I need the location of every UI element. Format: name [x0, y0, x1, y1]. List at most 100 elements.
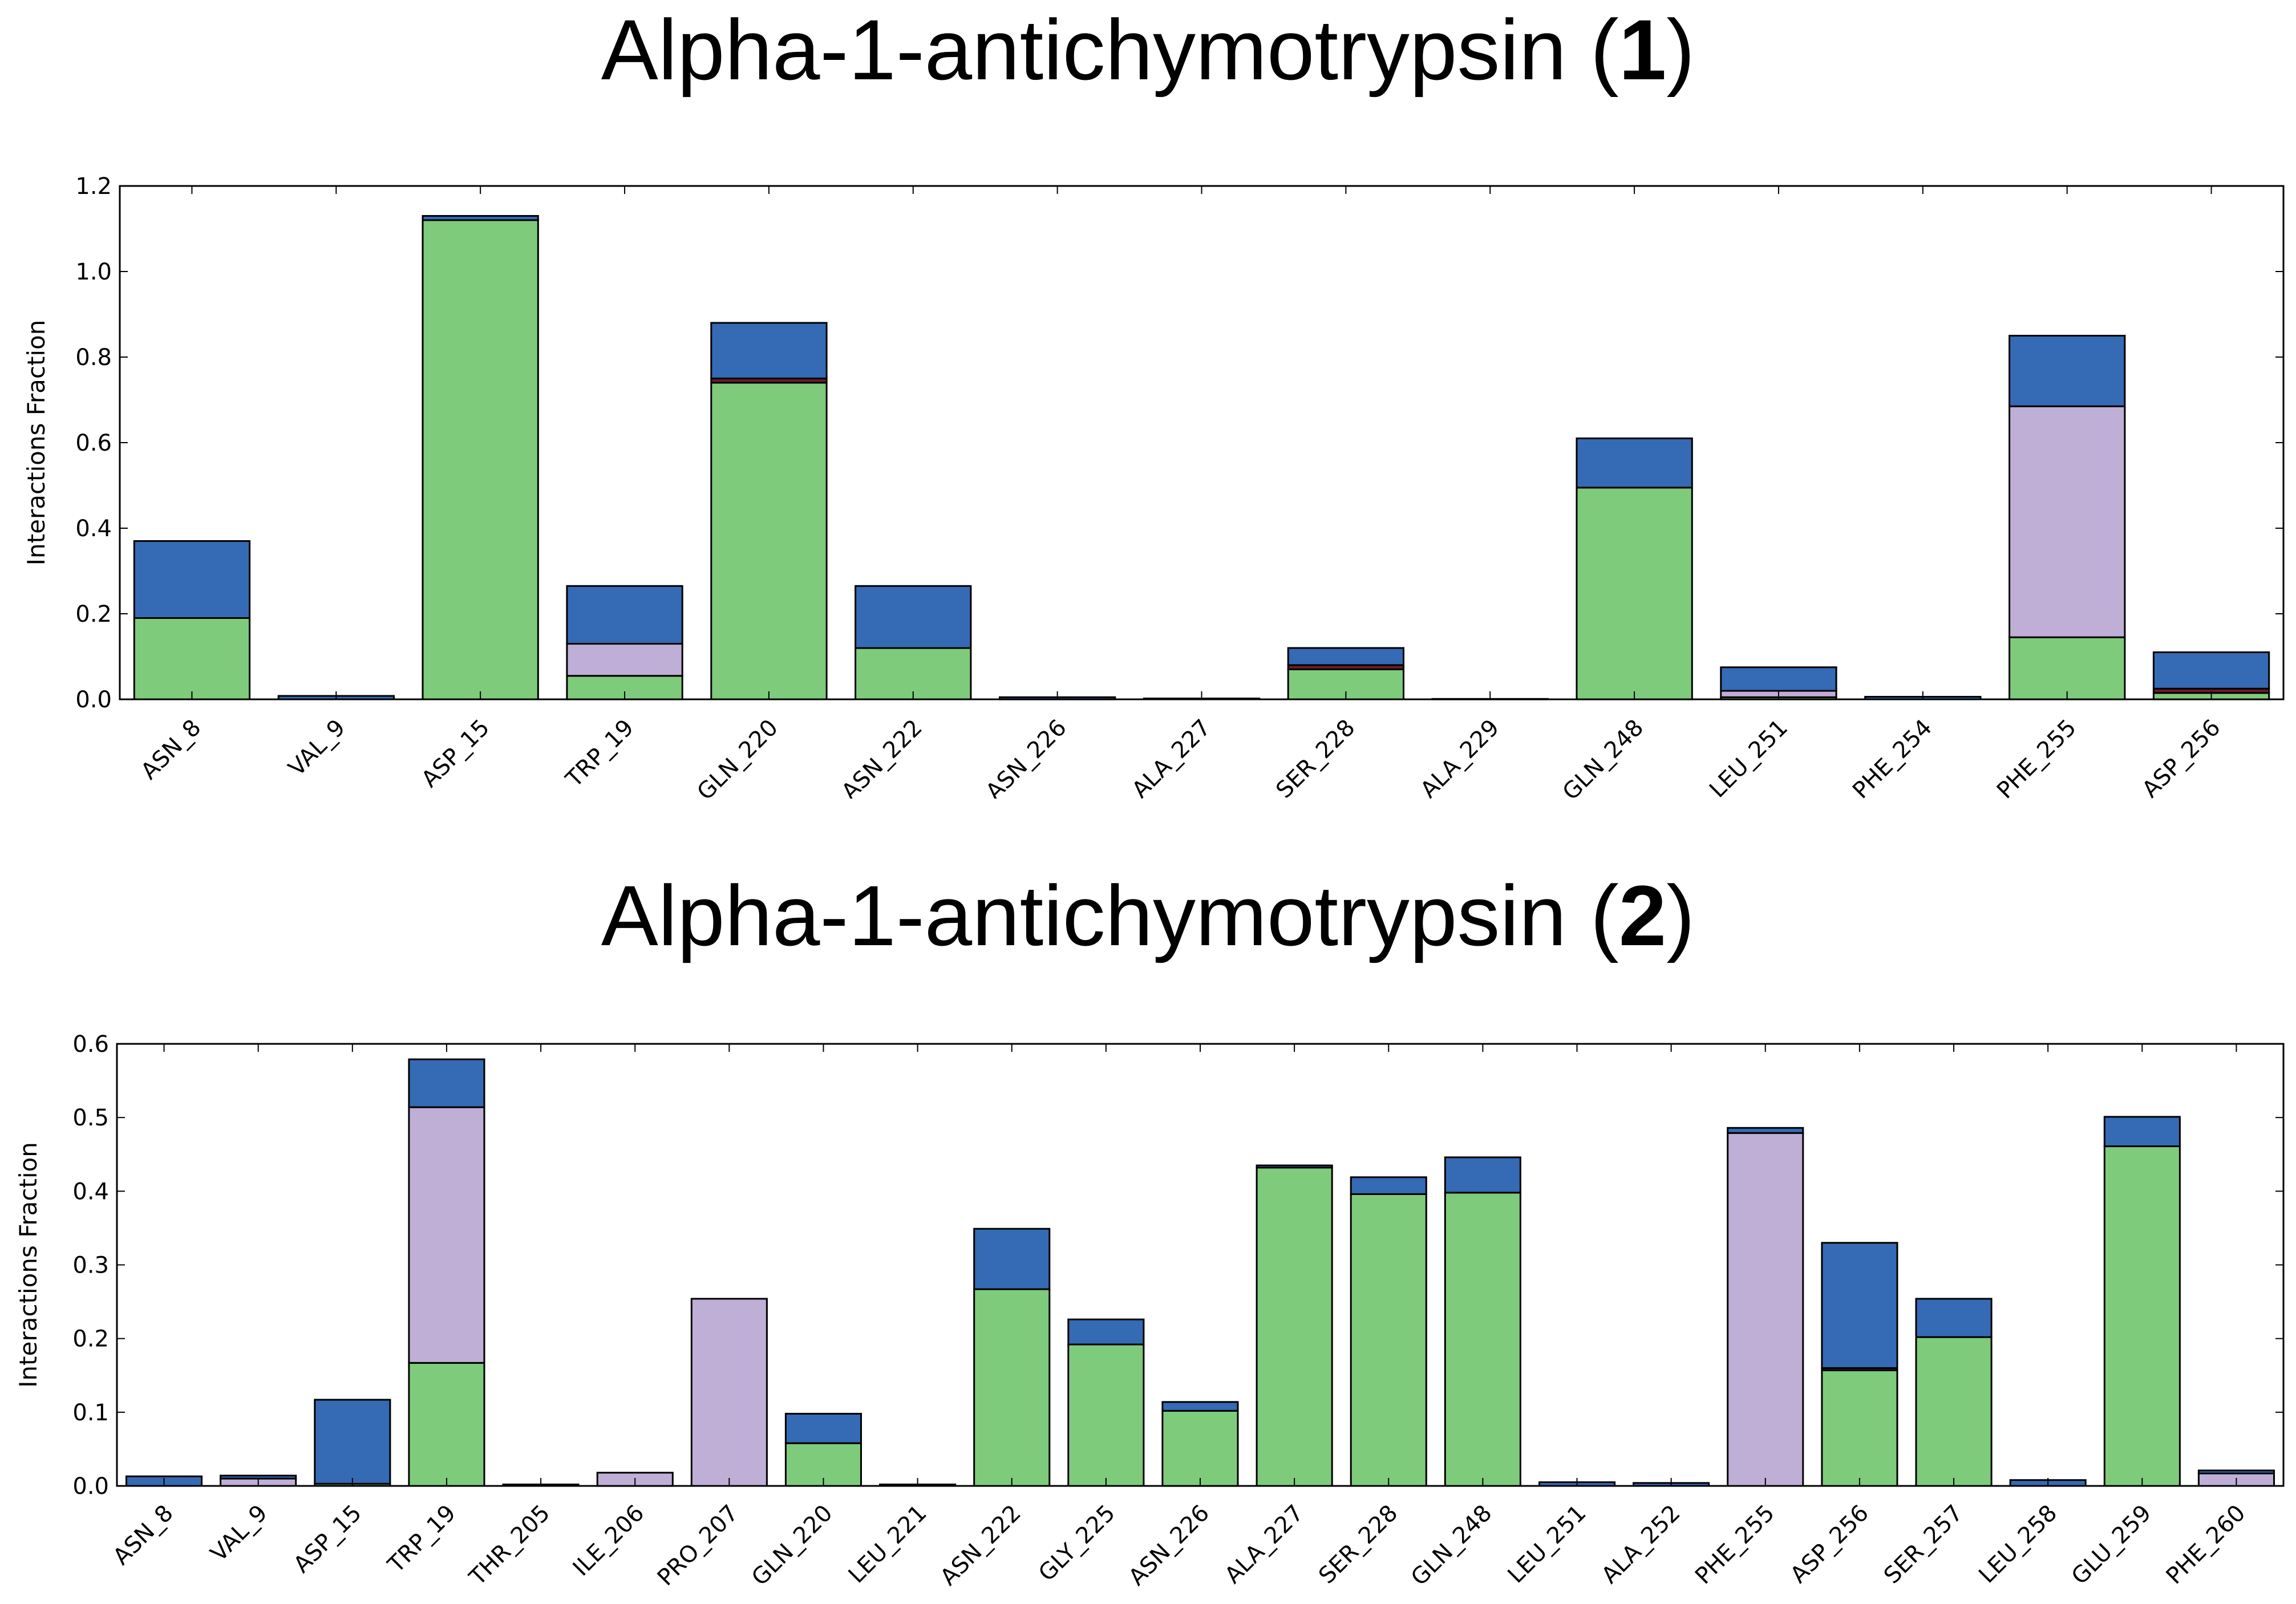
- chart-2-plot-frame: [116, 1043, 2285, 1487]
- chart-1-xtick-label: PHE_255: [1992, 715, 2082, 799]
- chart-2-bar-SER_228-water-bridges: [1350, 1176, 1427, 1195]
- chart-2-xtick-label: PHE_255: [1690, 1500, 1780, 1590]
- chart-1-xtick-label: ASN_226: [981, 715, 1072, 799]
- chart-2-ytick-label: 0.3: [72, 1253, 109, 1279]
- chart-2-bar-PHE_260-water-bridges: [2197, 1469, 2275, 1475]
- chart-1-ytick-label: 1.2: [75, 173, 112, 200]
- chart-2-bar-ALA_227-water-bridges: [1256, 1164, 1333, 1169]
- chart-2-xtick-label: ALA_227: [1220, 1500, 1309, 1589]
- chart-1-bar-ASN_8-water-bridges: [133, 540, 251, 619]
- chart-2-xtick-label: ASN_226: [1124, 1500, 1214, 1591]
- chart-2-bar-TRP_19-water-bridges: [408, 1058, 485, 1108]
- chart-2-xtick-label: LEU_251: [1503, 1500, 1592, 1589]
- chart-1-bar-GLN_220-water-bridges: [710, 322, 828, 379]
- chart-2-xtick-label: ASN_8: [108, 1500, 179, 1570]
- chart-1-bar-TRP_19-water-bridges: [566, 585, 683, 645]
- chart-2-xtick-label: LEU_221: [844, 1500, 932, 1589]
- chart-2-bar-ALA_227-h-bonds: [1256, 1166, 1333, 1487]
- chart-2: ASN_8 VAL_9 ASP_15 TRP_19 THR_205 ILE_206 PRO_…: [14, 1031, 2285, 1591]
- chart-1-xtick-label: ASP_15: [416, 715, 495, 793]
- chart-1-bar-PHE_255-h-bonds: [2009, 636, 2126, 700]
- chart-2-xtick-label: LEU_258: [1974, 1500, 2062, 1589]
- chart-2-bar-ASN_226-h-bonds: [1161, 1409, 1239, 1487]
- chart-1-title: Alpha-1-antichymotrypsin (1): [601, 2, 1695, 98]
- chart-2-bar-SER_257-h-bonds: [1915, 1336, 1993, 1487]
- chart-1-bar-TRP_19-hydrophobic: [566, 643, 683, 677]
- chart-1-bar-ASN_222-water-bridges: [855, 585, 972, 649]
- chart-2-bar-GLU_259-h-bonds: [2103, 1145, 2181, 1487]
- chart-2-ytick-label: 0.6: [72, 1031, 109, 1058]
- chart-2-bar-ASP_15-water-bridges: [314, 1399, 391, 1485]
- chart-1-bar-ASN_8-h-bonds: [133, 617, 251, 700]
- chart-1-xtick-label: GLN_220: [692, 715, 783, 799]
- chart-2-title: Alpha-1-antichymotrypsin (2): [601, 868, 1695, 963]
- chart-1-bar-PHE_255-water-bridges: [2009, 335, 2126, 407]
- chart-1-ytick-label: 0.2: [75, 601, 112, 627]
- chart-1-xtick-label: ALA_229: [1416, 715, 1505, 799]
- chart-2-xtick-label: GLN_248: [1406, 1500, 1497, 1591]
- chart-2-xtick-label: GLN_220: [747, 1500, 837, 1591]
- chart-2-title-prefix: Alpha-1-antichymotrypsin: [601, 868, 1567, 963]
- chart-1-bar-GLN_220-h-bonds: [710, 382, 828, 700]
- chart-2-xtick-label: VAL_9: [205, 1500, 272, 1567]
- chart-1-plot-frame: [119, 185, 2285, 700]
- chart-1-title-prefix: Alpha-1-antichymotrypsin: [601, 2, 1567, 98]
- chart-2-bar-ASN_222-water-bridges: [973, 1228, 1051, 1290]
- chart-1-ytick-label: 0.4: [75, 516, 112, 542]
- chart-2-xtick-label: THR_205: [464, 1500, 556, 1591]
- chart-1-ylabel: Interactions Fraction: [22, 320, 50, 566]
- chart-1-ytick-label: 0.0: [75, 687, 112, 713]
- chart-2-title-number: 2: [1618, 868, 1667, 963]
- chart-1-xtick-label: SER_228: [1271, 715, 1360, 799]
- chart-2-bar-PHE_255-water-bridges: [1727, 1127, 1804, 1134]
- chart-2-xtick-label: GLY_225: [1034, 1500, 1120, 1587]
- chart-1-xtick-label: LEU_251: [1704, 715, 1793, 799]
- chart-2-bar-ASP_256-water-bridges: [1821, 1242, 1898, 1369]
- chart-1-xtick-label: ALA_227: [1127, 715, 1216, 799]
- chart-2-bar-GLN_248-water-bridges: [1444, 1156, 1521, 1194]
- chart-2-ylabel: Interactions Fraction: [14, 1142, 42, 1388]
- chart-1-bar-LEU_251-water-bridges: [1720, 666, 1837, 692]
- chart-1-ytick-label: 0.6: [75, 430, 112, 456]
- chart-1-title-number: 1: [1618, 2, 1667, 98]
- chart-1: ASN_8 VAL_9 ASP_15 TRP_19 GLN_220 ASN_222 ASN_…: [22, 173, 2285, 799]
- chart-2-xtick-label: ALA_252: [1597, 1500, 1686, 1589]
- chart-2-bar-PHE_255-hydrophobic: [1727, 1132, 1804, 1487]
- chart-2-bar-SER_228-h-bonds: [1350, 1193, 1427, 1487]
- chart-2-bar-GLN_220-water-bridges: [784, 1412, 862, 1444]
- chart-2-bar-GLU_259-water-bridges: [2103, 1116, 2181, 1148]
- chart-2-xtick-label: PRO_207: [653, 1500, 744, 1591]
- chart-2-xtick-label: ASP_15: [289, 1500, 367, 1578]
- chart-2-bar-ASN_226-water-bridges: [1161, 1401, 1239, 1412]
- chart-2-xtick-label: ASP_256: [1785, 1500, 1874, 1589]
- chart-2-bar-GLN_248-h-bonds: [1444, 1192, 1521, 1487]
- chart-2-xtick-label: SER_257: [1879, 1500, 1968, 1589]
- chart-1-xtick-label: GLN_248: [1558, 715, 1649, 799]
- chart-2-ytick-label: 0.0: [72, 1473, 109, 1500]
- chart-1-bar-GLN_248-h-bonds: [1576, 487, 1693, 700]
- chart-1-bar-SER_228-water-bridges: [1287, 647, 1404, 666]
- chart-2-ytick-label: 0.2: [72, 1326, 109, 1352]
- chart-2-bar-ASN_222-h-bonds: [973, 1288, 1051, 1487]
- chart-1-xtick-label: ASN_8: [136, 715, 206, 785]
- chart-2-bar-PRO_207-hydrophobic: [690, 1298, 768, 1487]
- chart-2-ytick-label: 0.1: [72, 1400, 109, 1426]
- chart-1-xtick-label: VAL_9: [284, 715, 350, 781]
- chart-2-xtick-label: TRP_19: [383, 1500, 461, 1578]
- chart-2-xtick-label: GLU_259: [2067, 1500, 2157, 1590]
- chart-2-xtick-label: PHE_260: [2161, 1500, 2251, 1590]
- chart-1-ytick-label: 0.8: [75, 345, 112, 371]
- chart-1-xtick-label: PHE_254: [1848, 715, 1937, 799]
- chart-2-ytick-label: 0.5: [72, 1105, 109, 1131]
- chart-1-bar-ASP_15-water-bridges: [422, 215, 539, 221]
- chart-1-ytick-label: 1.0: [75, 259, 112, 285]
- chart-2-bar-GLY_225-water-bridges: [1067, 1318, 1145, 1346]
- chart-1-xtick-label: ASP_256: [2137, 715, 2226, 799]
- chart-2-xtick-label: SER_228: [1314, 1500, 1403, 1589]
- chart-1-bar-ASP_256-water-bridges: [2152, 651, 2270, 690]
- chart-1-bar-ASP_15-h-bonds: [422, 219, 539, 700]
- chart-2-xtick-label: ILE_206: [568, 1500, 650, 1582]
- chart-1-xtick-label: TRP_19: [561, 715, 639, 793]
- chart-2-bar-TRP_19-hydrophobic: [408, 1106, 485, 1364]
- chart-1-xtick-label: ASN_222: [837, 715, 928, 799]
